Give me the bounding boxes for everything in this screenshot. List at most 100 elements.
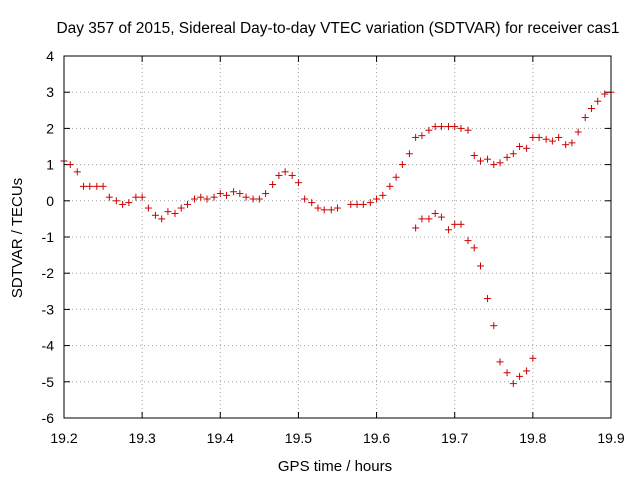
y-axis-label: SDTVAR / TECUs: [9, 178, 26, 298]
data-point: [405, 150, 413, 158]
data-point: [509, 380, 517, 388]
data-point: [601, 90, 609, 98]
data-point: [203, 195, 211, 203]
data-point: [386, 182, 394, 190]
data-point: [523, 367, 531, 375]
data-point: [112, 197, 120, 205]
data-point: [437, 213, 445, 221]
y-tick-label: -3: [42, 301, 55, 317]
data-point: [496, 159, 504, 167]
data-points: [60, 88, 615, 388]
data-point: [197, 193, 205, 201]
data-point: [294, 179, 302, 187]
x-tick-label: 19.2: [50, 430, 77, 446]
data-point: [437, 123, 445, 131]
data-point: [275, 171, 283, 179]
data-point: [398, 161, 406, 169]
data-point: [477, 157, 485, 165]
data-point: [80, 182, 88, 190]
data-point: [105, 193, 113, 201]
data-point: [144, 204, 152, 212]
data-point: [99, 182, 107, 190]
data-point: [177, 204, 185, 212]
data-point: [484, 155, 492, 163]
y-ticks: -6 -5 -4 -3 -2 -1 0 1 2 3 4: [42, 48, 611, 426]
data-point: [444, 123, 452, 131]
data-point: [431, 123, 439, 131]
data-point: [574, 128, 582, 136]
data-point: [470, 152, 478, 160]
data-point: [308, 199, 316, 207]
x-tick-label: 19.4: [207, 430, 234, 446]
y-tick-label: -1: [42, 229, 55, 245]
data-point: [412, 133, 420, 141]
data-point: [171, 209, 179, 217]
data-point: [210, 193, 218, 201]
data-point: [503, 153, 511, 161]
data-point: [490, 322, 498, 330]
y-tick-label: 4: [46, 48, 54, 64]
data-point: [216, 190, 224, 198]
data-point: [418, 132, 426, 140]
data-point: [529, 354, 537, 362]
y-tick-label: 2: [46, 120, 54, 136]
data-point: [412, 224, 420, 232]
y-tick-label: -5: [42, 374, 55, 390]
data-point: [496, 358, 504, 366]
y-tick-label: -6: [42, 410, 55, 426]
x-tick-label: 19.5: [285, 430, 312, 446]
data-point: [529, 133, 537, 141]
x-tick-label: 19.8: [519, 430, 546, 446]
x-axis-label: GPS time / hours: [278, 458, 392, 475]
data-point: [190, 195, 198, 203]
y-tick-label: -4: [42, 338, 55, 354]
data-point: [484, 295, 492, 303]
data-point: [93, 182, 101, 190]
data-point: [431, 209, 439, 217]
data-point: [288, 171, 296, 179]
data-point: [320, 206, 328, 214]
data-point: [314, 204, 322, 212]
data-point: [457, 220, 465, 228]
x-tick-label: 19.3: [129, 430, 156, 446]
data-point: [587, 104, 595, 112]
y-tick-label: 3: [46, 84, 54, 100]
data-point: [242, 193, 250, 201]
data-point: [451, 220, 459, 228]
chart-title: Day 357 of 2015, Sidereal Day-to-day VTE…: [56, 20, 619, 37]
data-point: [151, 211, 159, 219]
data-point: [183, 200, 191, 208]
data-point: [392, 173, 400, 181]
x-tick-label: 19.7: [441, 430, 468, 446]
data-point: [66, 161, 74, 169]
data-point: [477, 262, 485, 270]
data-point: [132, 193, 140, 201]
data-point: [581, 114, 589, 122]
data-point: [86, 182, 94, 190]
data-point: [523, 144, 531, 152]
data-point: [366, 199, 374, 207]
y-tick-label: 0: [46, 193, 54, 209]
y-tick-label: 1: [46, 157, 54, 173]
data-point: [255, 195, 263, 203]
y-tick-label: -2: [42, 265, 55, 281]
data-point: [281, 168, 289, 176]
data-point: [503, 369, 511, 377]
grid: [63, 55, 612, 419]
data-point: [138, 193, 146, 201]
data-point: [223, 191, 231, 199]
data-point: [444, 226, 452, 234]
data-point: [594, 97, 602, 105]
data-point: [568, 139, 576, 147]
data-point: [125, 199, 133, 207]
data-point: [301, 195, 309, 203]
data-point: [359, 200, 367, 208]
data-point: [334, 204, 341, 212]
data-point: [516, 143, 524, 150]
data-point: [516, 372, 524, 380]
data-point: [262, 190, 270, 198]
data-point: [158, 215, 166, 223]
data-point: [425, 126, 433, 134]
data-point: [535, 133, 543, 141]
